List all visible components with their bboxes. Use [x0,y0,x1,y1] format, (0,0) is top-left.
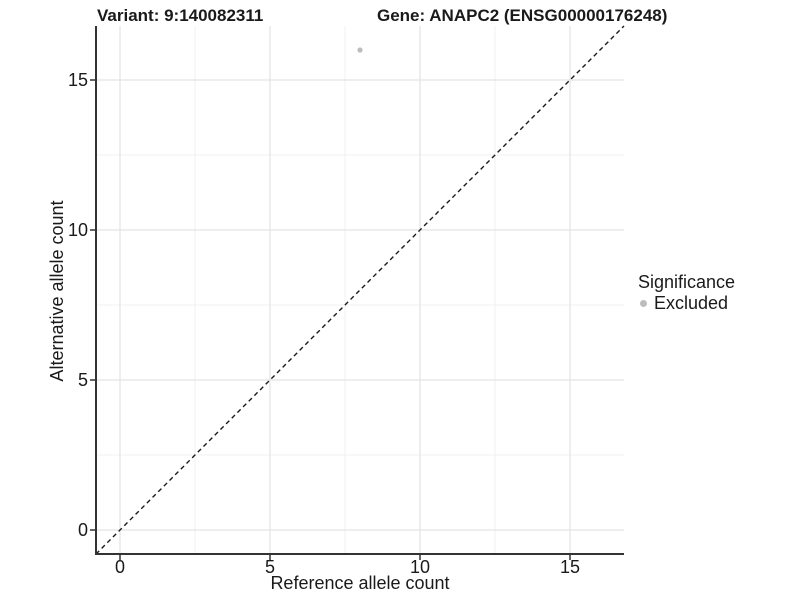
identity-dashed-line [95,25,625,555]
legend-item-excluded: Excluded [640,294,735,312]
y-tick-label: 10 [67,220,88,240]
legend-point-icon [640,299,647,307]
x-tick-label: 0 [114,557,125,577]
legend-title: Significance [638,272,736,292]
legend: Significance Excluded [638,272,735,312]
x-tick-label: 10 [409,557,431,577]
x-axis-title: Reference allele count [270,573,450,593]
plot-title-gene: Gene: ANAPC2 (ENSG00000176248) [377,6,668,25]
plot-title-variant: Variant: 9:140082311 [97,6,264,25]
x-tick-label: 15 [559,557,581,577]
data-point [357,47,363,53]
y-tick-label: 15 [67,70,88,90]
y-tick-label: 5 [77,370,88,390]
y-axis-title: Alternative allele count [47,200,67,382]
y-tick-label: 0 [77,520,88,540]
x-tick-label: 5 [264,557,275,577]
legend-item-label: Excluded [654,293,729,313]
